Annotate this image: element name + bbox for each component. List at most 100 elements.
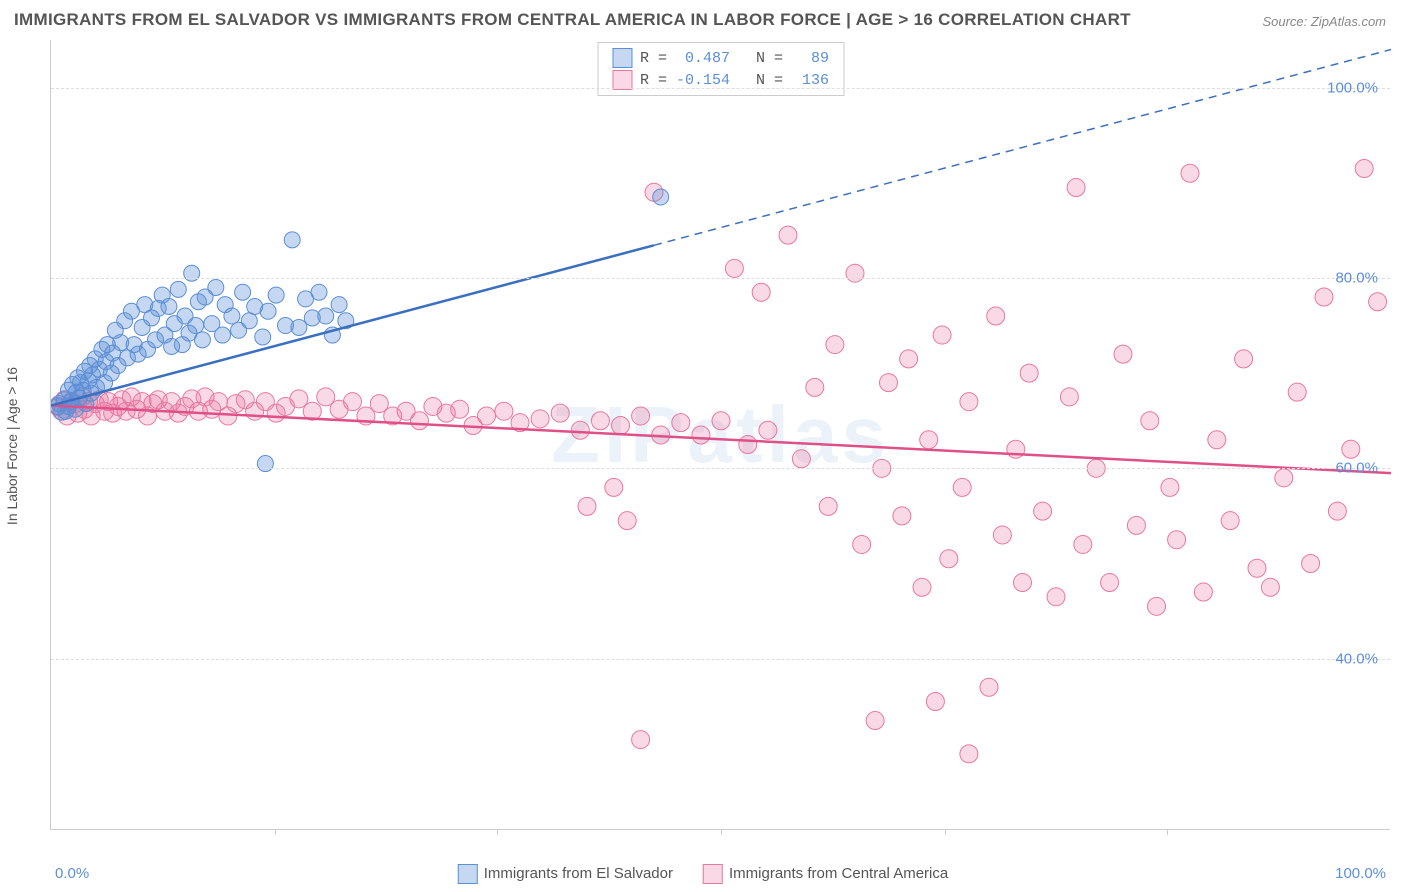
legend-item: Immigrants from Central America xyxy=(703,864,948,884)
data-point xyxy=(612,416,630,434)
data-point xyxy=(1047,588,1065,606)
x-tick xyxy=(945,829,946,835)
data-point xyxy=(291,319,307,335)
data-point xyxy=(1168,531,1186,549)
data-point xyxy=(987,307,1005,325)
data-point xyxy=(331,297,347,313)
stats-n-value: 89 xyxy=(791,50,829,67)
data-point xyxy=(792,450,810,468)
data-point xyxy=(1014,574,1032,592)
chart-svg xyxy=(51,40,1391,830)
data-point xyxy=(241,313,257,329)
data-point xyxy=(1074,535,1092,553)
data-point xyxy=(1369,293,1387,311)
data-point xyxy=(853,535,871,553)
data-point xyxy=(255,329,271,345)
data-point xyxy=(215,327,231,343)
data-point xyxy=(1181,164,1199,182)
x-tick xyxy=(275,829,276,835)
data-point xyxy=(170,281,186,297)
stats-r-label: R = xyxy=(640,50,667,67)
data-point xyxy=(1208,431,1226,449)
data-point xyxy=(1194,583,1212,601)
data-point xyxy=(224,308,240,324)
data-point xyxy=(926,693,944,711)
data-point xyxy=(1235,350,1253,368)
x-tick xyxy=(1167,829,1168,835)
data-point xyxy=(1020,364,1038,382)
data-point xyxy=(1127,516,1145,534)
x-tick xyxy=(721,829,722,835)
data-point xyxy=(1114,345,1132,363)
data-point xyxy=(960,745,978,763)
data-point xyxy=(866,712,884,730)
data-point xyxy=(880,374,898,392)
data-point xyxy=(478,407,496,425)
x-axis-min-label: 0.0% xyxy=(55,865,89,882)
stats-n-value: 136 xyxy=(791,72,829,89)
data-point xyxy=(1315,288,1333,306)
data-point xyxy=(531,410,549,428)
legend-label: Immigrants from El Salvador xyxy=(484,865,673,882)
data-point xyxy=(605,478,623,496)
data-point xyxy=(1148,597,1166,615)
data-point xyxy=(1161,478,1179,496)
data-point xyxy=(960,393,978,411)
data-point xyxy=(1261,578,1279,596)
chart-title: IMMIGRANTS FROM EL SALVADOR VS IMMIGRANT… xyxy=(14,10,1131,30)
data-point xyxy=(653,189,669,205)
stats-n-label: N = xyxy=(738,50,783,67)
data-point xyxy=(806,378,824,396)
data-point xyxy=(1060,388,1078,406)
plot-area: ZIPatlas R =0.487 N =89R =-0.154 N =136 … xyxy=(50,40,1390,830)
legend-swatch xyxy=(703,864,723,884)
data-point xyxy=(495,402,513,420)
data-point xyxy=(752,283,770,301)
stats-row: R = 0.487 N = 89 xyxy=(612,47,829,69)
data-point xyxy=(953,478,971,496)
gridline xyxy=(51,659,1390,660)
data-point xyxy=(692,426,710,444)
data-point xyxy=(632,731,650,749)
data-point xyxy=(920,431,938,449)
legend-label: Immigrants from Central America xyxy=(729,865,948,882)
data-point xyxy=(1328,502,1346,520)
data-point xyxy=(1101,574,1119,592)
legend-item: Immigrants from El Salvador xyxy=(458,864,673,884)
legend-swatch xyxy=(458,864,478,884)
y-axis-title: In Labor Force | Age > 16 xyxy=(4,367,20,525)
data-point xyxy=(318,308,334,324)
data-point xyxy=(933,326,951,344)
data-point xyxy=(188,318,204,334)
data-point xyxy=(900,350,918,368)
data-point xyxy=(591,412,609,430)
data-point xyxy=(980,678,998,696)
chart-container: IMMIGRANTS FROM EL SALVADOR VS IMMIGRANT… xyxy=(0,0,1406,892)
x-tick xyxy=(497,829,498,835)
data-point xyxy=(893,507,911,525)
data-point xyxy=(260,303,276,319)
stats-r-label: R = xyxy=(640,72,667,89)
data-point xyxy=(1221,512,1239,530)
gridline xyxy=(51,88,1390,89)
data-point xyxy=(344,393,362,411)
data-point xyxy=(1302,554,1320,572)
data-point xyxy=(618,512,636,530)
series-legend: Immigrants from El Salvador Immigrants fr… xyxy=(458,864,948,884)
data-point xyxy=(578,497,596,515)
data-point xyxy=(571,421,589,439)
data-point xyxy=(725,259,743,277)
data-point xyxy=(913,578,931,596)
data-point xyxy=(819,497,837,515)
stats-r-value: 0.487 xyxy=(675,50,730,67)
stats-r-value: -0.154 xyxy=(675,72,730,89)
data-point xyxy=(940,550,958,568)
data-point xyxy=(161,299,177,315)
data-point xyxy=(1034,502,1052,520)
y-tick-label: 40.0% xyxy=(1335,650,1378,667)
data-point xyxy=(194,332,210,348)
data-point xyxy=(1342,440,1360,458)
data-point xyxy=(712,412,730,430)
gridline xyxy=(51,278,1390,279)
data-point xyxy=(208,279,224,295)
